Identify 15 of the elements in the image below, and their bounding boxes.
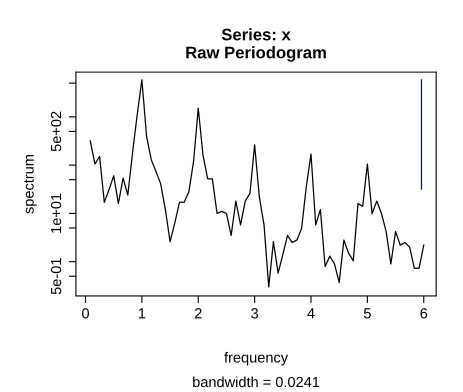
chart-title: Series: x Raw Periodogram — [186, 28, 326, 62]
y-tick-label: 5e+02 — [50, 112, 62, 152]
x-tick-label: 1 — [138, 308, 146, 318]
x-tick-label: 4 — [307, 308, 315, 318]
x-tick-label: 3 — [251, 308, 258, 318]
x-tick-label: 2 — [194, 308, 202, 318]
x-axis-title: frequency — [224, 352, 288, 366]
line-series — [90, 79, 424, 288]
y-tick-label: 1e+01 — [50, 194, 62, 233]
x-tick-label: 0 — [82, 308, 89, 318]
x-tick-label: 6 — [420, 308, 428, 318]
text: bandwidth = 0.0241 — [193, 376, 320, 388]
x-tick-label: 5 — [364, 308, 371, 318]
y-axis-title: spectrum — [24, 155, 37, 214]
y-tick-label: 5e-01 — [50, 258, 62, 294]
